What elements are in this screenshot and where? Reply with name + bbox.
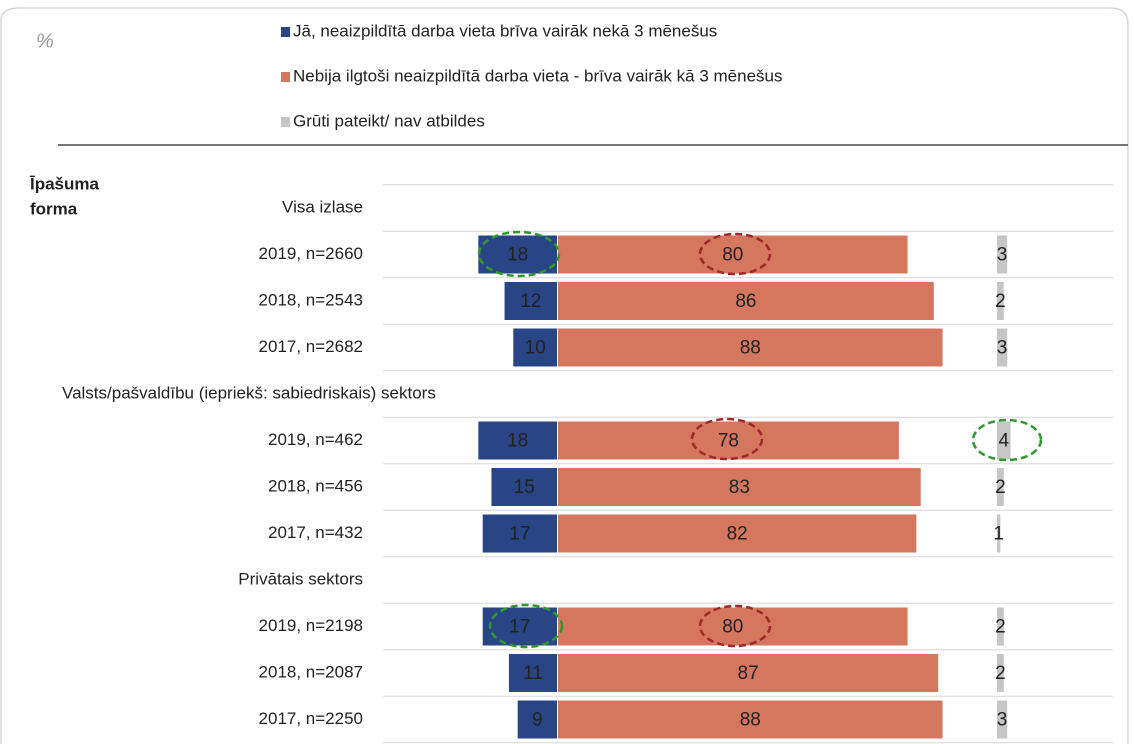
value-label: 18	[507, 245, 528, 266]
group-header: Privātais sektors	[238, 569, 363, 588]
legend-swatch	[281, 27, 290, 37]
value-label: 88	[740, 338, 761, 359]
value-label: 83	[729, 477, 750, 498]
y-tick-label: 2017, n=432	[268, 523, 363, 542]
value-label: 17	[509, 617, 530, 638]
bar	[997, 607, 1004, 646]
bar	[517, 700, 557, 739]
y-tick-label: 2017, n=2682	[259, 337, 363, 356]
value-label: 12	[520, 291, 541, 312]
value-label: 18	[507, 431, 528, 452]
value-label: 3	[997, 245, 1008, 266]
highlight	[698, 232, 772, 276]
highlight	[690, 417, 764, 461]
bar	[491, 468, 557, 506]
value-label: 80	[722, 245, 743, 266]
bar	[558, 654, 939, 692]
bar	[482, 514, 557, 553]
bar	[997, 654, 1004, 692]
legend-swatch	[281, 72, 290, 82]
highlights	[477, 230, 1043, 649]
bar	[997, 468, 1004, 506]
plot: Visa izlase 2019, n=2660 18 80 3 2018, n=2543…	[62, 184, 1113, 744]
value-label: 88	[740, 710, 761, 731]
highlight	[698, 604, 772, 648]
bar	[997, 514, 1001, 553]
value-label: 3	[997, 710, 1008, 731]
value-label: 82	[727, 524, 748, 545]
bar	[558, 421, 899, 460]
bar	[558, 282, 934, 320]
value-label: 10	[525, 338, 546, 359]
y-tick-label: 2019, n=2198	[259, 616, 363, 635]
bar	[478, 421, 557, 460]
y-tick-label: 2019, n=462	[268, 430, 363, 449]
legend-label: Nebija ilgtoši neaizpildītā darba vieta …	[293, 66, 782, 85]
bar	[997, 421, 1011, 460]
value-label: 4	[999, 431, 1010, 452]
bar	[997, 328, 1008, 367]
frame	[0, 7, 1129, 744]
value-label: 2	[995, 291, 1006, 312]
bar	[558, 468, 921, 506]
value-label: 3	[997, 338, 1008, 359]
legend-label: Grūti pateikt/ nav atbildes	[293, 111, 485, 130]
group-header: Valsts/pašvaldību (iepriekš: sabiedriska…	[62, 383, 436, 402]
y-tick-label: 2017, n=2250	[259, 709, 363, 728]
bar	[558, 328, 943, 367]
value-label: 2	[995, 477, 1006, 498]
legend-swatch	[281, 117, 290, 127]
bar	[504, 282, 557, 320]
y-tick-label: 2018, n=2543	[259, 290, 363, 309]
bar	[997, 235, 1008, 274]
bar	[997, 700, 1008, 739]
y-tick-label: 2018, n=456	[268, 476, 363, 495]
legend: Jā, neaizpildītā darba vieta brīva vairā…	[281, 21, 782, 130]
bar	[558, 700, 943, 739]
y-tick-label: 2019, n=2660	[259, 244, 363, 263]
value-label: 9	[532, 710, 543, 731]
y-tick-label: 2018, n=2087	[259, 662, 363, 681]
group-header: Visa izlase	[282, 197, 363, 216]
value-label: 11	[523, 663, 543, 684]
value-label: 78	[718, 431, 739, 452]
group-label: forma	[30, 199, 78, 218]
value-label: 17	[509, 524, 530, 545]
value-label: 87	[738, 663, 759, 684]
value-label: 86	[735, 291, 756, 312]
group-label: Īpašuma	[29, 174, 100, 193]
value-label: 2	[995, 617, 1006, 638]
bar	[478, 235, 557, 274]
value-label: 15	[514, 477, 535, 498]
bar	[558, 235, 908, 274]
legend-label: Jā, neaizpildītā darba vieta brīva vairā…	[293, 21, 717, 40]
bar	[558, 514, 917, 553]
bar	[508, 654, 557, 692]
bar	[558, 607, 908, 646]
highlight	[488, 603, 564, 649]
highlight	[477, 230, 561, 278]
axis-label: %	[36, 30, 54, 52]
bar	[997, 282, 1004, 320]
value-label: 1	[993, 524, 1004, 545]
bar	[513, 328, 557, 367]
value-label: 2	[995, 663, 1006, 684]
value-label: 80	[722, 617, 743, 638]
highlight	[971, 418, 1043, 462]
